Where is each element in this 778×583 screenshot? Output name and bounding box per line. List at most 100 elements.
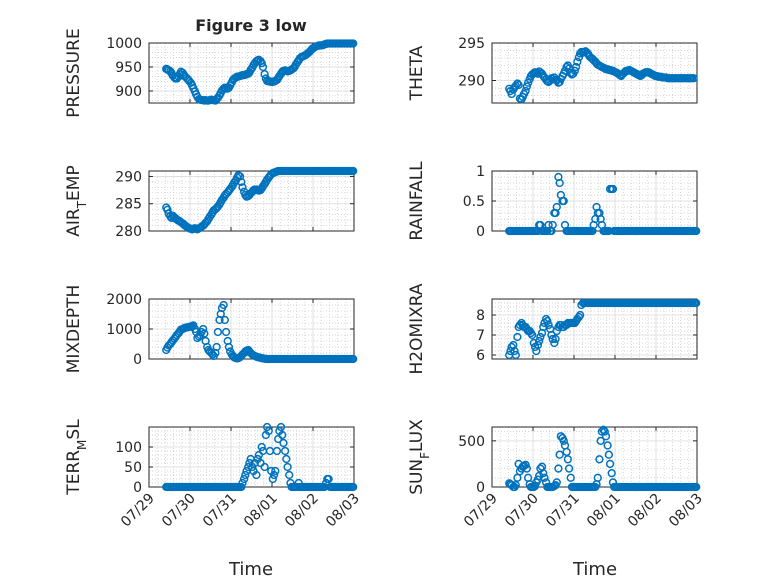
data-point [593,473,602,482]
data-point [269,470,279,480]
y-tick-label: 0.5 [463,194,485,210]
y-tick-label: 295 [458,36,485,52]
data-point [521,86,530,96]
subplot-4: 0 0.5 1 RAINFALL [407,161,701,241]
data-point [563,455,572,464]
x-tick-label: 07/30 [502,491,542,531]
data-point [237,482,246,492]
data-point [595,455,604,464]
data-point [576,310,585,320]
data-point [573,57,582,66]
data-point [601,432,611,441]
data-point [608,184,618,194]
y-tick-label: 950 [115,60,142,76]
data-point [212,342,221,352]
data-point [283,462,292,472]
y-tick-label: 2000 [106,292,142,308]
data-point [600,427,609,436]
data-point [554,464,563,473]
data-point [522,82,531,91]
subplot-3: 280 285 290 AIRTEMP [64,165,358,240]
y-axis-label-part: SUN [407,459,427,495]
y-tick-label: 0 [133,480,142,496]
y-axis-label-subscript: M [75,440,89,450]
data-point [513,332,522,342]
figure-title: Figure 3 low [195,16,307,35]
y-axis-label-part: SL [64,419,84,440]
y-tick-label: 8 [476,308,485,324]
data-point [559,196,568,206]
series-markers [505,425,701,492]
data-point [349,354,358,364]
x-tick-label: 07/29 [118,491,158,531]
series-markers [162,166,358,234]
x-tick-label: 08/01 [584,491,624,531]
y-tick-label: 1 [476,164,485,180]
y-axis-label-part: EMP [64,165,84,201]
y-axis-label-part: RAINFALL [407,161,427,241]
y-axis-label-part: AIR [64,208,84,237]
data-point [252,470,261,480]
subplot-1: 900 950 1000 PRESSURE [64,28,358,118]
data-point [349,482,358,492]
data-point [689,74,698,83]
axes-frame [148,426,355,488]
data-point [596,436,605,445]
data-point [605,459,615,469]
data-point [260,462,269,472]
y-axis-label: RAINFALL [407,161,427,241]
data-point [539,469,548,478]
data-point [238,478,247,488]
y-tick-label: 7 [476,328,485,344]
data-point [530,481,540,491]
y-tick-label: 1000 [106,322,142,338]
data-point [571,62,581,72]
data-point [238,183,247,192]
x-tick-label: 08/03 [666,491,706,531]
data-point [564,464,574,473]
y-axis-label-part: MIXDEPTH [64,285,84,374]
data-point [264,426,273,436]
data-point [349,166,358,176]
data-point [219,84,228,93]
series-markers [505,298,701,360]
x-tick-label: 07/31 [200,491,240,531]
data-point [521,460,530,469]
data-point [543,316,552,326]
data-point [244,462,253,472]
data-point [529,338,538,348]
y-axis-label-part: THETA [407,45,427,101]
data-point [513,79,522,88]
y-tick-label: 290 [115,169,142,185]
y-axis-label-part: TERR [64,450,84,496]
data-point [349,39,358,48]
data-point [224,342,234,352]
x-axis-label-right: Time [572,559,617,580]
y-tick-label: 0 [476,224,485,240]
x-axis-label-left: Time [228,559,273,580]
data-point [548,220,557,230]
series-markers [505,172,701,236]
data-point [507,89,516,99]
data-point [213,327,223,337]
series-markers [505,47,698,104]
data-point [220,315,230,325]
y-tick-label: 0 [133,352,142,368]
data-point [550,338,559,348]
y-axis-label: H2OMIXRA [407,283,427,374]
data-point [219,300,228,310]
series-markers [162,422,358,492]
data-point [278,430,287,440]
data-point [544,320,553,330]
y-axis-label-part: LUX [407,419,427,452]
y-tick-label: 50 [124,460,142,476]
y-axis-label: AIRTEMP [64,165,89,236]
data-point [221,327,231,337]
data-point [163,205,172,214]
subplot-8: 0 500 07/29 07/30 07/31 08/01 08/02 08/03 SUNFLU… [407,419,706,531]
axes-frame [148,170,355,232]
data-point [514,80,523,90]
data-point [241,470,250,480]
data-point [198,324,208,334]
